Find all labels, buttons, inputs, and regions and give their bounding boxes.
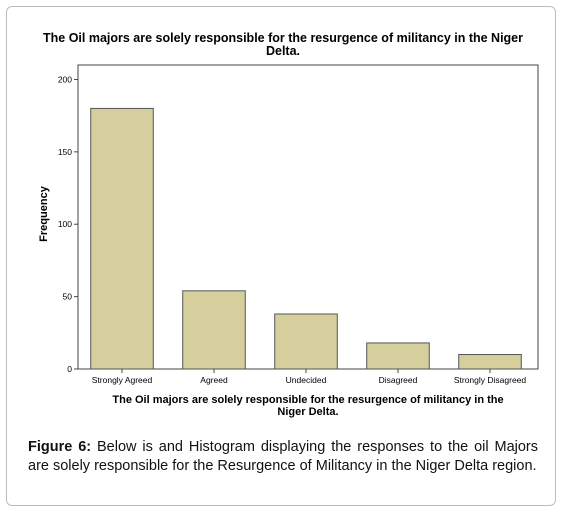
x-tick-label: Strongly Disagreed [454, 375, 527, 385]
y-tick-label: 200 [58, 74, 72, 84]
y-tick-label: 100 [58, 219, 72, 229]
x-axis-label-line-1: The Oil majors are solely responsible fo… [112, 394, 503, 406]
x-tick-label: Disagreed [379, 375, 418, 385]
figure-caption: Figure 6: Below is and Histogram display… [28, 438, 538, 476]
x-tick-label: Agreed [200, 375, 228, 385]
bar [90, 107, 154, 370]
y-axis-label: Frequency [38, 185, 50, 242]
y-tick-label: 150 [58, 147, 72, 157]
x-tick-label: Undecided [286, 375, 327, 385]
x-axis-label-line-2: Niger Delta. [277, 406, 338, 418]
x-axis: Strongly Agreed Agreed Undecided Disagreed S… [92, 369, 527, 385]
y-axis: 0 50 100 150 200 [58, 74, 78, 374]
y-tick-label: 0 [67, 364, 72, 374]
caption-text: Below is and Histogram displaying the re… [28, 439, 538, 474]
y-tick-label: 50 [63, 292, 73, 302]
chart-title-line-2: Delta. [266, 44, 300, 58]
bar-chart: The Oil majors are solely responsible fo… [38, 31, 539, 418]
bar [182, 290, 246, 370]
chart-title-line-1: The Oil majors are solely responsible fo… [43, 31, 523, 45]
caption-label: Figure 6: [28, 439, 92, 455]
bars-group [90, 107, 522, 370]
bar [274, 313, 338, 370]
x-tick-label: Strongly Agreed [92, 375, 153, 385]
bar [366, 342, 430, 370]
bar [458, 354, 522, 370]
